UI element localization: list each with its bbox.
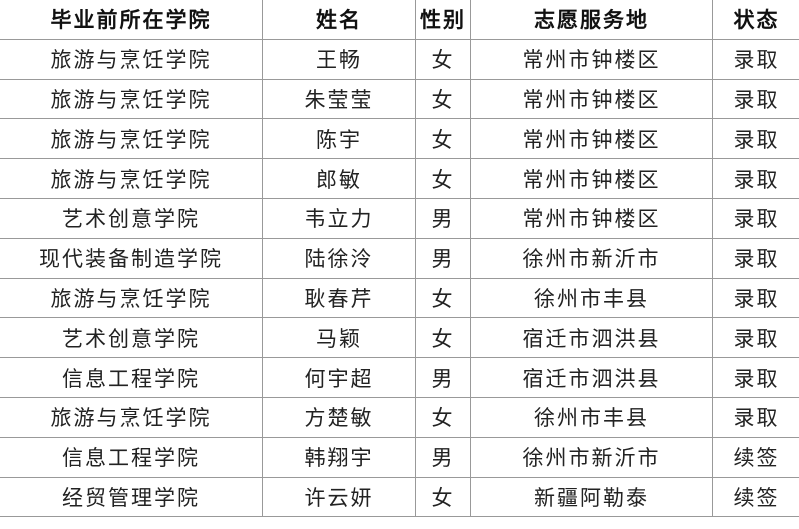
cell-college: 经贸管理学院: [0, 476, 263, 518]
cell-status: 续签: [712, 436, 799, 478]
cell-service-location: 新疆阿勒泰: [470, 476, 713, 518]
cell-service-location: 徐州市丰县: [470, 396, 713, 438]
cell-status: 录取: [712, 197, 799, 239]
cell-service-location: 常州市钟楼区: [470, 78, 713, 120]
cell-name: 韦立力: [262, 197, 416, 239]
header-gender: 性别: [415, 0, 471, 40]
table-row: 信息工程学院 韩翔宇男徐州市新沂市 续签: [0, 436, 799, 478]
cell-gender: 女: [415, 38, 471, 80]
cell-name: 郎敏: [262, 158, 416, 199]
cell-status: 录取: [712, 38, 799, 80]
cell-gender: 女: [415, 476, 471, 518]
cell-gender: 女: [415, 317, 471, 359]
cell-gender: 女: [415, 78, 471, 120]
cell-name: 陈宇: [262, 118, 416, 160]
header-status: 状态: [712, 0, 799, 40]
table-row: 信息工程学院 何宇超男宿迁市泗洪县 录取: [0, 357, 799, 398]
cell-college: 信息工程学院: [0, 436, 263, 478]
cell-name: 马颖: [262, 317, 416, 359]
cell-status: 录取: [712, 277, 799, 319]
cell-name: 耿春芹: [262, 277, 416, 319]
table-row: 旅游与烹饪学院 王畅女常州市钟楼区 录取: [0, 38, 799, 80]
cell-college: 旅游与烹饪学院: [0, 38, 263, 80]
cell-status: 录取: [712, 78, 799, 120]
table-row: 旅游与烹饪学院 方楚敏女徐州市丰县 录取: [0, 396, 799, 438]
table-row: 艺术创意学院 韦立力男常州市钟楼区 录取: [0, 197, 799, 239]
cell-name: 朱莹莹: [262, 78, 416, 120]
cell-service-location: 常州市钟楼区: [470, 118, 713, 160]
cell-status: 录取: [712, 118, 799, 160]
cell-college: 旅游与烹饪学院: [0, 78, 263, 120]
cell-gender: 女: [415, 277, 471, 319]
cell-status: 录取: [712, 158, 799, 199]
header-row: 毕业前所在学院 姓名 性别 志愿服务地 状态: [0, 0, 799, 40]
table-row: 旅游与烹饪学院 耿春芹女徐州市丰县 录取: [0, 277, 799, 319]
cell-gender: 男: [415, 237, 471, 279]
cell-name: 陆徐泠: [262, 237, 416, 279]
cell-status: 录取: [712, 317, 799, 359]
table-row: 旅游与烹饪学院 陈宇女常州市钟楼区 录取: [0, 118, 799, 160]
header-service-location: 志愿服务地: [470, 0, 713, 40]
cell-college: 旅游与烹饪学院: [0, 118, 263, 160]
header-college: 毕业前所在学院: [0, 0, 263, 40]
cell-service-location: 宿迁市泗洪县: [470, 317, 713, 359]
cell-college: 旅游与烹饪学院: [0, 396, 263, 438]
cell-gender: 女: [415, 396, 471, 438]
cell-status: 续签: [712, 476, 799, 518]
cell-service-location: 徐州市新沂市: [470, 237, 713, 279]
table-row: 经贸管理学院 许云妍女新疆阿勒泰 续签: [0, 476, 799, 518]
cell-college: 艺术创意学院: [0, 197, 263, 239]
cell-service-location: 徐州市新沂市: [470, 436, 713, 478]
cell-name: 方楚敏: [262, 396, 416, 438]
table-row: 旅游与烹饪学院 郎敏女常州市钟楼区 录取: [0, 158, 799, 199]
cell-status: 录取: [712, 357, 799, 398]
cell-service-location: 常州市钟楼区: [470, 158, 713, 199]
cell-service-location: 常州市钟楼区: [470, 38, 713, 80]
table-row: 艺术创意学院 马颖女宿迁市泗洪县 录取: [0, 317, 799, 359]
cell-status: 录取: [712, 396, 799, 438]
cell-status: 录取: [712, 237, 799, 279]
cell-gender: 男: [415, 357, 471, 398]
cell-name: 许云妍: [262, 476, 416, 518]
cell-gender: 女: [415, 158, 471, 199]
cell-name: 何宇超: [262, 357, 416, 398]
cell-college: 旅游与烹饪学院: [0, 158, 263, 199]
cell-college: 现代装备制造学院: [0, 237, 263, 279]
header-name: 姓名: [262, 0, 416, 40]
cell-college: 信息工程学院: [0, 357, 263, 398]
cell-name: 韩翔宇: [262, 436, 416, 478]
cell-gender: 女: [415, 118, 471, 160]
cell-service-location: 宿迁市泗洪县: [470, 357, 713, 398]
cell-service-location: 徐州市丰县: [470, 277, 713, 319]
table-row: 现代装备制造学院 陆徐泠男徐州市新沂市 录取: [0, 237, 799, 279]
table-row: 旅游与烹饪学院 朱莹莹女常州市钟楼区 录取: [0, 78, 799, 120]
cell-gender: 男: [415, 436, 471, 478]
cell-service-location: 常州市钟楼区: [470, 197, 713, 239]
volunteer-table: 毕业前所在学院 姓名 性别 志愿服务地 状态 旅游与烹饪学院 王畅女常州市钟楼区 录取 旅游与…: [0, 0, 799, 518]
cell-gender: 男: [415, 197, 471, 239]
cell-name: 王畅: [262, 38, 416, 80]
cell-college: 旅游与烹饪学院: [0, 277, 263, 319]
cell-college: 艺术创意学院: [0, 317, 263, 359]
